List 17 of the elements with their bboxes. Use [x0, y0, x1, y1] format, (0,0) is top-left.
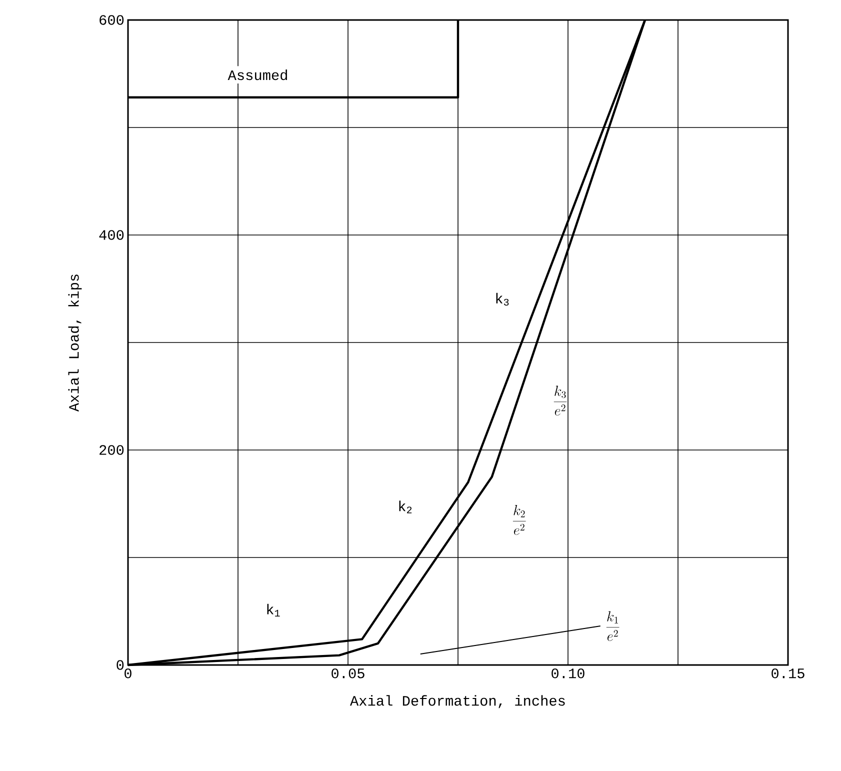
- x-tick-label: 0.05: [332, 668, 364, 678]
- y-axis-title: Axial Load, kips: [68, 274, 82, 412]
- y-tick-label: 600: [100, 15, 124, 25]
- annotation: Assumed: [228, 70, 287, 80]
- annotation: k$_{2}$: [399, 500, 412, 514]
- x-tick-label: 0.10: [552, 668, 584, 678]
- annotation: k$_{3}$: [496, 292, 509, 306]
- annotation: $\frac{k_{2}}{e^{2}}$: [512, 505, 526, 535]
- annotation: $\frac{k_{1}}{e^{2}}$: [606, 611, 620, 641]
- y-tick-label: 0: [116, 660, 124, 670]
- y-tick-label: 200: [100, 445, 124, 455]
- x-tick-label: 0.15: [772, 668, 804, 678]
- annotation: k$_{1}$: [267, 604, 280, 616]
- x-tick-label: 0: [124, 668, 132, 678]
- annotation: $\frac{k_{3}}{e^{2}}$: [554, 386, 567, 416]
- y-tick-label: 400: [99, 230, 124, 240]
- x-axis-title: Axial Deformation, inches: [350, 695, 565, 708]
